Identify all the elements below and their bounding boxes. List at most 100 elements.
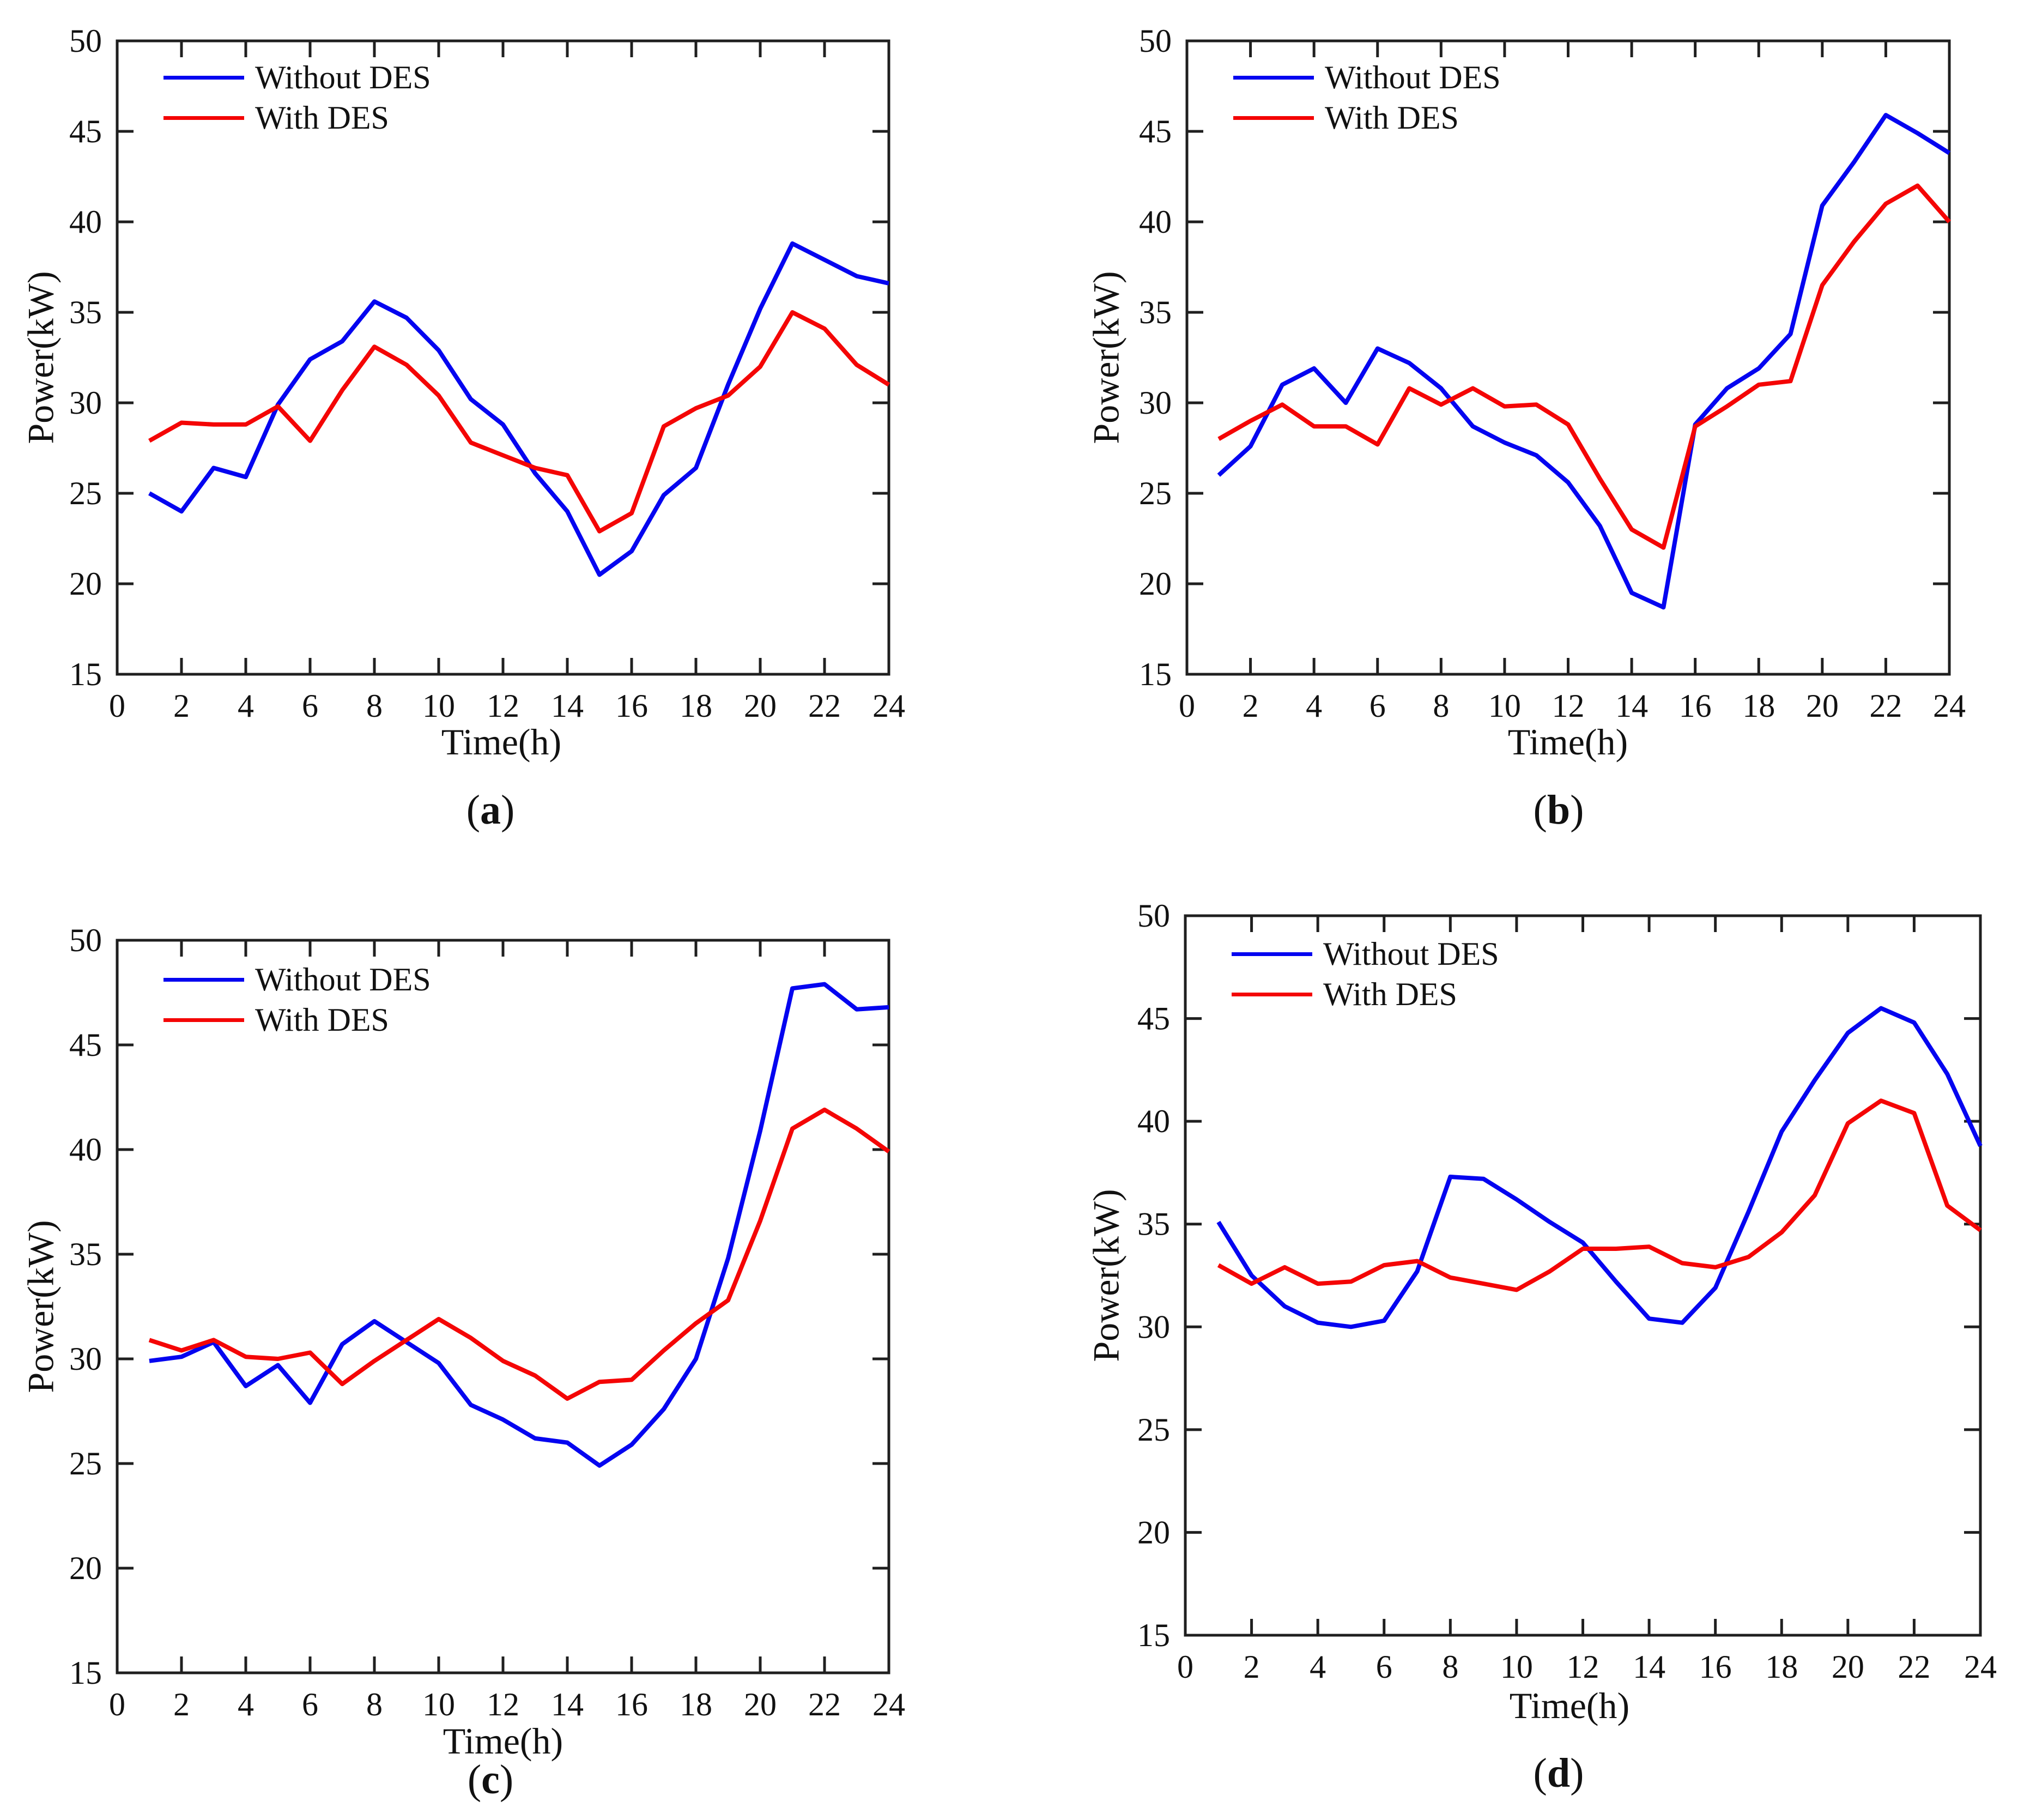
legend-line-with-des-icon — [163, 116, 244, 120]
caption-letter: b — [1547, 787, 1571, 833]
x-tick-label: 22 — [808, 1686, 841, 1722]
caption-paren: ) — [499, 1757, 514, 1803]
x-axis-label-b: Time(h) — [1507, 721, 1628, 763]
x-tick-label: 20 — [1806, 688, 1839, 724]
y-tick-label: 20 — [1139, 566, 1172, 602]
y-tick-label: 20 — [69, 566, 102, 602]
y-axis-label-a: Power(kW) — [20, 271, 62, 444]
caption-d: (d) — [1534, 1750, 1584, 1797]
legend-item-with-des: With DES — [1233, 100, 1501, 136]
caption-paren: ( — [1533, 787, 1547, 833]
series-line-without-des — [1217, 113, 1951, 610]
x-tick-label: 24 — [872, 688, 905, 724]
x-tick-label: 4 — [238, 688, 254, 724]
x-tick-label: 18 — [1742, 688, 1775, 724]
x-tick-label: 10 — [1488, 688, 1521, 724]
x-tick-label: 0 — [109, 1686, 125, 1722]
x-tick-label: 20 — [744, 1686, 777, 1722]
x-tick-label: 18 — [1765, 1649, 1798, 1685]
caption-c: (c) — [468, 1756, 513, 1804]
x-tick-label: 16 — [1679, 688, 1712, 724]
y-tick-label: 15 — [1137, 1617, 1170, 1653]
y-tick-label: 20 — [69, 1550, 102, 1586]
x-tick-label: 6 — [302, 688, 318, 724]
caption-paren: ( — [466, 787, 480, 833]
x-tick-label: 22 — [1869, 688, 1902, 724]
legend-line-without-des-icon — [163, 75, 244, 80]
y-tick-label: 35 — [69, 294, 102, 330]
y-tick-label: 40 — [69, 204, 102, 240]
y-tick-label: 35 — [69, 1236, 102, 1272]
legend-label: With DES — [255, 1001, 389, 1038]
x-tick-label: 22 — [808, 688, 841, 724]
x-tick-label: 8 — [1433, 688, 1449, 724]
y-tick-label: 15 — [1139, 656, 1172, 692]
y-tick-label: 25 — [69, 475, 102, 511]
y-tick-label: 40 — [69, 1132, 102, 1168]
y-tick-label: 35 — [1139, 294, 1172, 330]
caption-paren: ( — [1533, 1750, 1547, 1796]
y-axis-label-b: Power(kW) — [1085, 271, 1127, 444]
series-line-with-des — [148, 1108, 890, 1401]
x-tick-label: 12 — [487, 688, 519, 724]
legend-label: Without DES — [255, 961, 431, 997]
legend-label: Without DES — [255, 59, 431, 95]
axes-box — [116, 39, 890, 676]
y-tick-label: 15 — [69, 656, 102, 692]
x-tick-label: 6 — [1376, 1649, 1392, 1685]
legend-label: With DES — [255, 99, 389, 136]
y-tick-label: 30 — [69, 1341, 102, 1377]
caption-letter: c — [481, 1757, 500, 1803]
x-tick-label: 14 — [551, 688, 584, 724]
x-tick-label: 24 — [872, 1686, 905, 1722]
x-tick-label: 18 — [680, 688, 712, 724]
series-line-with-des — [1217, 183, 1952, 550]
series-line-without-des — [149, 982, 889, 1468]
x-tick-label: 16 — [1699, 1649, 1732, 1685]
x-tick-label: 6 — [302, 1686, 318, 1722]
x-tick-label: 10 — [422, 1686, 455, 1722]
x-tick-label: 2 — [1243, 688, 1259, 724]
x-tick-label: 0 — [109, 688, 125, 724]
x-tick-label: 16 — [615, 688, 648, 724]
y-tick-label: 50 — [69, 23, 102, 59]
x-tick-label: 14 — [1615, 688, 1648, 724]
legend-line-without-des-icon — [1233, 75, 1314, 80]
y-tick-label: 20 — [1137, 1514, 1170, 1550]
y-tick-label: 35 — [1137, 1206, 1170, 1242]
x-tick-label: 20 — [744, 688, 777, 724]
x-tick-label: 6 — [1369, 688, 1386, 724]
x-tick-label: 0 — [1177, 1649, 1193, 1685]
x-tick-label: 18 — [680, 1686, 712, 1722]
y-axis-label-d: Power(kW) — [1085, 1189, 1127, 1362]
legend-item-with-des: With DES — [163, 99, 431, 136]
legend-item-with-des: With DES — [163, 1001, 431, 1038]
y-tick-label: 45 — [69, 1027, 102, 1063]
x-tick-label: 24 — [1964, 1649, 1997, 1685]
caption-paren: ) — [1570, 787, 1584, 833]
caption-paren: ( — [467, 1757, 482, 1803]
x-axis-label-c: Time(h) — [443, 1720, 563, 1762]
y-tick-label: 25 — [69, 1446, 102, 1482]
caption-b: (b) — [1534, 787, 1584, 834]
x-tick-label: 22 — [1898, 1649, 1930, 1685]
x-tick-label: 8 — [1442, 1649, 1458, 1685]
y-tick-label: 15 — [69, 1655, 102, 1691]
x-tick-label: 4 — [238, 1686, 254, 1722]
legend-d: Without DES With DES — [1232, 936, 1499, 1012]
y-axis-label-c: Power(kW) — [20, 1220, 62, 1393]
x-tick-label: 2 — [1244, 1649, 1260, 1685]
x-tick-label: 14 — [551, 1686, 584, 1722]
legend-label: Without DES — [1325, 59, 1501, 95]
y-tick-label: 30 — [69, 385, 102, 421]
x-tick-label: 2 — [173, 1686, 190, 1722]
y-tick-label: 50 — [69, 922, 102, 958]
series-line-without-des — [148, 241, 889, 577]
x-tick-label: 8 — [366, 1686, 383, 1722]
x-tick-label: 16 — [615, 1686, 648, 1722]
legend-c: Without DES With DES — [163, 961, 431, 1038]
x-tick-label: 2 — [173, 688, 190, 724]
legend-a: Without DES With DES — [163, 59, 431, 136]
x-tick-label: 0 — [1179, 688, 1195, 724]
x-tick-label: 8 — [366, 688, 383, 724]
